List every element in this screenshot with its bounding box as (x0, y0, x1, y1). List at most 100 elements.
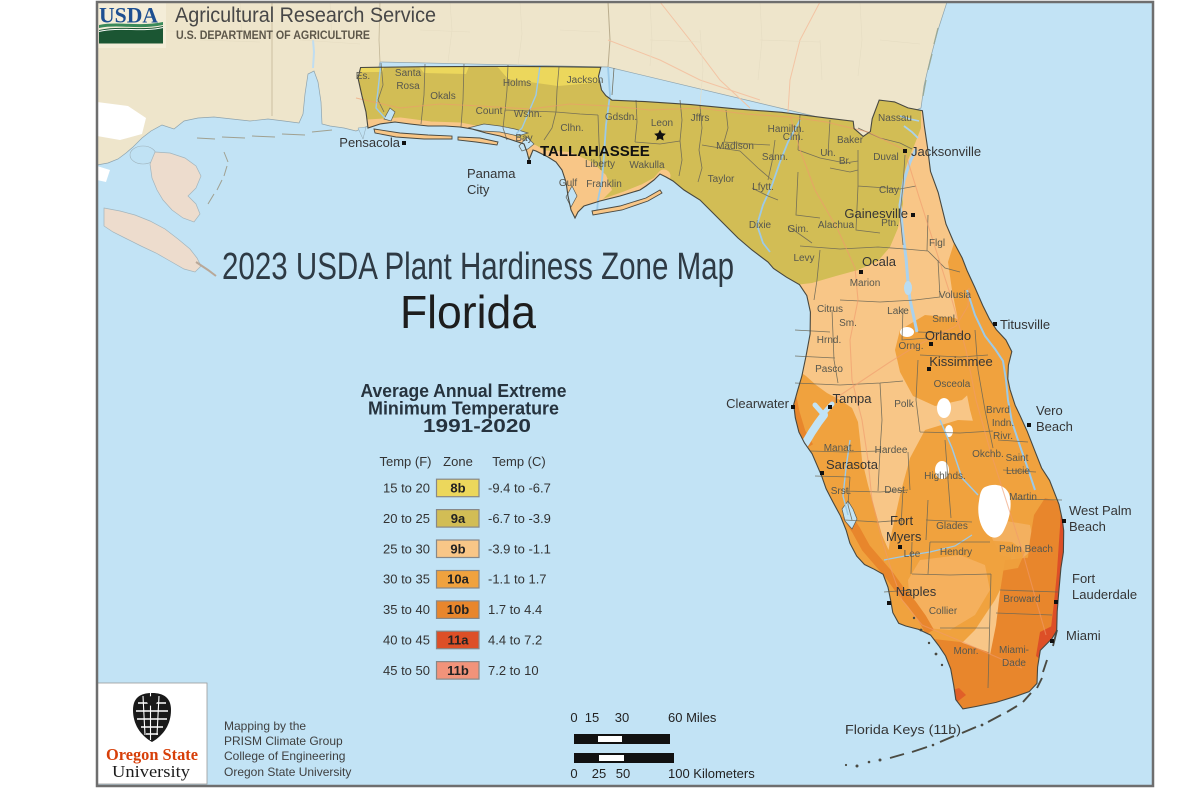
svg-text:1.7 to 4.4: 1.7 to 4.4 (488, 602, 542, 617)
svg-text:Titusville: Titusville (1000, 317, 1050, 332)
svg-text:Lee: Lee (904, 549, 921, 560)
svg-text:Okals: Okals (430, 91, 456, 102)
svg-text:Lauderdale: Lauderdale (1072, 587, 1137, 602)
svg-text:Monr.: Monr. (953, 646, 978, 657)
svg-text:University: University (112, 762, 191, 781)
svg-text:Florida: Florida (400, 286, 536, 338)
svg-text:Dest.: Dest. (884, 485, 907, 496)
svg-text:Taylor: Taylor (708, 174, 735, 185)
svg-text:Leon: Leon (651, 118, 673, 129)
svg-text:Wakulla: Wakulla (629, 160, 665, 171)
svg-text:Okchb.: Okchb. (972, 449, 1004, 460)
svg-text:Agricultural Research Service: Agricultural Research Service (175, 4, 436, 27)
svg-text:Jackson: Jackson (567, 75, 604, 86)
svg-text:30 to 35: 30 to 35 (383, 572, 430, 587)
svg-text:8b: 8b (450, 481, 465, 496)
svg-text:30: 30 (615, 710, 629, 725)
svg-text:Levy: Levy (793, 253, 814, 264)
svg-text:Br.: Br. (839, 156, 851, 167)
svg-text:100 Kilometers: 100 Kilometers (668, 766, 755, 781)
svg-text:Miami-: Miami- (999, 645, 1029, 656)
svg-text:40 to 45: 40 to 45 (383, 633, 430, 648)
svg-text:Broward: Broward (1003, 594, 1040, 605)
svg-text:-1.1 to 1.7: -1.1 to 1.7 (488, 572, 547, 587)
svg-text:-3.9 to -1.1: -3.9 to -1.1 (488, 541, 551, 556)
svg-text:Marion: Marion (850, 278, 881, 289)
svg-text:Baker: Baker (837, 135, 864, 146)
svg-text:20 to 25: 20 to 25 (383, 511, 430, 526)
svg-text:Volusia: Volusia (939, 290, 972, 301)
svg-text:0: 0 (570, 710, 577, 725)
svg-text:11b: 11b (447, 663, 469, 678)
svg-text:Oregon State: Oregon State (106, 745, 198, 764)
svg-text:Clay: Clay (879, 185, 899, 196)
svg-text:0: 0 (570, 766, 577, 781)
svg-text:Sarasota: Sarasota (826, 457, 879, 472)
svg-text:Beach: Beach (1036, 419, 1073, 434)
svg-text:Flgl: Flgl (929, 238, 945, 249)
svg-text:Zone: Zone (443, 454, 473, 469)
svg-text:Srst.: Srst. (831, 486, 852, 497)
svg-text:Indn.: Indn. (992, 418, 1014, 429)
svg-text:Manat.: Manat. (824, 443, 855, 454)
svg-text:College of Engineering: College of Engineering (224, 749, 345, 763)
svg-text:Glades: Glades (936, 521, 968, 532)
svg-text:Alachua: Alachua (818, 220, 855, 231)
svg-text:Florida Keys (11b): Florida Keys (11b) (845, 722, 961, 737)
svg-text:Sm.: Sm. (839, 318, 857, 329)
svg-text:Liberty: Liberty (585, 159, 615, 170)
svg-text:Lucie: Lucie (1006, 466, 1030, 477)
svg-text:Pensacola: Pensacola (339, 135, 400, 150)
svg-text:35 to 40: 35 to 40 (383, 602, 430, 617)
svg-text:Palm Beach: Palm Beach (999, 544, 1053, 555)
svg-text:Rivr.: Rivr. (993, 431, 1013, 442)
svg-text:25: 25 (592, 766, 606, 781)
svg-text:-9.4 to -6.7: -9.4 to -6.7 (488, 481, 551, 496)
svg-text:Clhn.: Clhn. (560, 123, 583, 134)
svg-text:10a: 10a (447, 572, 469, 587)
svg-text:-6.7 to -3.9: -6.7 to -3.9 (488, 511, 551, 526)
svg-text:Kissimmee: Kissimmee (929, 354, 993, 369)
svg-text:11a: 11a (448, 633, 470, 648)
svg-text:Jffrs: Jffrs (691, 113, 710, 124)
svg-text:Pasco: Pasco (815, 364, 843, 375)
svg-text:9b: 9b (450, 541, 465, 556)
svg-text:Gainesville: Gainesville (844, 206, 908, 221)
svg-text:60 Miles: 60 Miles (668, 710, 717, 725)
svg-text:Madison: Madison (716, 141, 754, 152)
svg-text:Saint: Saint (1006, 453, 1029, 464)
svg-text:Temp (F): Temp (F) (380, 454, 432, 469)
svg-text:25 to 30: 25 to 30 (383, 541, 430, 556)
svg-text:15 to 20: 15 to 20 (383, 481, 430, 496)
svg-text:Hardee: Hardee (875, 445, 908, 456)
svg-text:Minimum Temperature: Minimum Temperature (368, 399, 559, 419)
svg-text:Sann.: Sann. (762, 152, 788, 163)
svg-text:9a: 9a (451, 511, 466, 526)
svg-text:Clearwater: Clearwater (726, 396, 790, 411)
svg-text:Wshn.: Wshn. (514, 109, 542, 120)
svg-text:Brvrd: Brvrd (986, 405, 1010, 416)
svg-text:Hendry: Hendry (940, 547, 972, 558)
svg-text:45 to 50: 45 to 50 (383, 663, 430, 678)
svg-text:Citrus: Citrus (817, 304, 843, 315)
svg-text:Mapping by the: Mapping by the (224, 719, 306, 733)
svg-text:West Palm: West Palm (1069, 503, 1132, 518)
svg-text:Orlando: Orlando (925, 328, 971, 343)
svg-text:50: 50 (616, 766, 630, 781)
svg-text:Gim.: Gim. (787, 224, 808, 235)
svg-text:PRISM Climate Group: PRISM Climate Group (224, 734, 343, 748)
svg-text:Lfytt.: Lfytt. (752, 182, 774, 193)
svg-text:City: City (467, 182, 490, 197)
svg-text:Hrnd.: Hrnd. (817, 335, 841, 346)
svg-text:Average Annual Extreme: Average Annual Extreme (361, 381, 567, 401)
svg-text:Santa: Santa (395, 68, 422, 79)
svg-text:Dixie: Dixie (749, 220, 772, 231)
svg-text:Count: Count (476, 106, 503, 117)
svg-text:U.S. DEPARTMENT OF AGRICULTURE: U.S. DEPARTMENT OF AGRICULTURE (176, 28, 370, 42)
svg-text:15: 15 (585, 710, 599, 725)
svg-text:Collier: Collier (929, 606, 958, 617)
svg-text:1991-2020: 1991-2020 (423, 416, 531, 436)
svg-text:Miami: Miami (1066, 628, 1101, 643)
svg-text:Es.: Es. (356, 71, 370, 82)
svg-text:Duval: Duval (873, 152, 899, 163)
